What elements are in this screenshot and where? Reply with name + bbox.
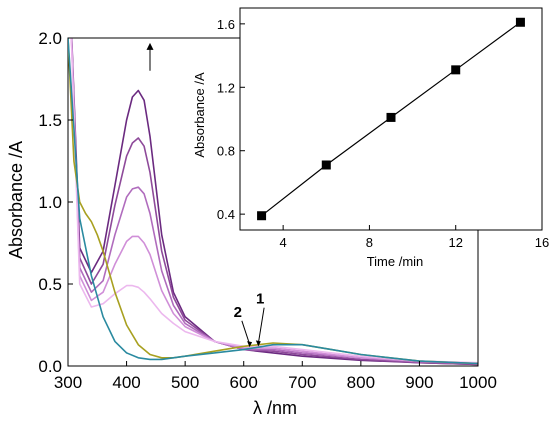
inset-chart: 4 8 12 16 0.4 0.8 1.2 1.6 Time /min Absorbance …: [192, 7, 549, 269]
main-axes: 300 400 500 600 700 800 900 1000 0.0 0.5 1.0 1.5 2.0: [38, 29, 497, 392]
series-line-5: [70, 38, 478, 364]
x-tick-label: 400: [112, 373, 140, 392]
x-tick-label: 900: [405, 373, 433, 392]
inset-data-point: [515, 17, 525, 27]
y-tick-label: 0.5: [38, 275, 62, 294]
annotation-arrowhead-1: [255, 340, 261, 347]
y-tick-label: 2.0: [38, 29, 62, 48]
x-tick-label: 700: [288, 373, 316, 392]
inset-data-point: [257, 211, 267, 221]
inset-x-tick-label: 12: [448, 235, 462, 250]
inset-x-tick-label: 16: [535, 235, 549, 250]
x-tick-label: 1000: [459, 373, 497, 392]
x-tick-label: 300: [54, 373, 82, 392]
inset-data-point: [451, 65, 461, 75]
series-line-3: [70, 38, 478, 365]
annotation-arrow-1: [257, 307, 265, 344]
main-series-group: [68, 38, 478, 366]
inset-y-tick-label: 0.4: [217, 207, 235, 222]
x-tick-label: 800: [347, 373, 375, 392]
main-annotations: 21: [146, 42, 265, 348]
inset-x-axis-title: Time /min: [367, 254, 424, 269]
series-line-1: [70, 38, 478, 366]
y-tick-label: 1.0: [38, 193, 62, 212]
inset-x-tick-label: 4: [280, 235, 287, 250]
inset-data-point: [321, 160, 331, 170]
inset-y-tick-label: 1.6: [217, 17, 235, 32]
main-chart: 300 400 500 600 700 800 900 1000 0.0 0.5 1.0 1.5 2.0…: [6, 29, 497, 418]
series-line-4: [70, 38, 478, 365]
x-tick-label: 600: [230, 373, 258, 392]
inset-y-axis-title: Absorbance /A: [192, 72, 207, 158]
trend-arrow-head: [146, 42, 154, 50]
annotation-label-2: 2: [234, 304, 242, 321]
inset-data-point: [386, 112, 396, 122]
series-line-7: [68, 38, 478, 365]
annotation-arrowhead-2: [247, 341, 253, 348]
main-x-axis-title: λ /nm: [253, 398, 297, 418]
y-tick-label: 0.0: [38, 357, 62, 376]
inset-plot-frame: [239, 7, 543, 231]
annotation-arrow-2: [241, 320, 251, 345]
annotation-label-1: 1: [256, 291, 264, 308]
series-line-2: [70, 38, 478, 366]
main-y-axis-title: Absorbance /A: [6, 141, 26, 259]
y-tick-label: 1.5: [38, 111, 62, 130]
inset-series-group: [257, 17, 525, 221]
x-tick-label: 500: [171, 373, 199, 392]
inset-axes: 4 8 12 16 0.4 0.8 1.2 1.6: [217, 17, 549, 250]
inset-x-tick-label: 8: [366, 235, 373, 250]
inset-y-tick-label: 0.8: [217, 144, 235, 159]
inset-y-tick-label: 1.2: [217, 80, 235, 95]
